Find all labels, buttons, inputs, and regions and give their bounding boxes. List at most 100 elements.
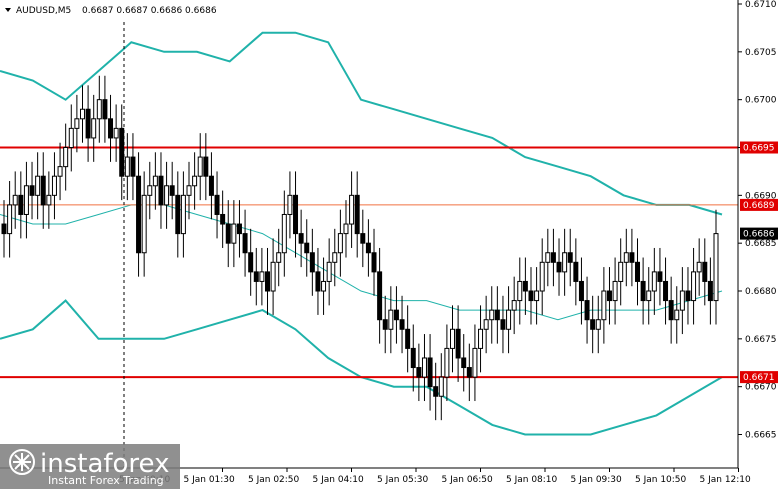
- candle-body: [517, 280, 523, 302]
- candle: [130, 133, 136, 201]
- brand-name: instaforex: [40, 449, 169, 479]
- candle: [612, 257, 618, 325]
- candle: [388, 286, 394, 354]
- candle-body: [578, 280, 584, 302]
- candle-body: [298, 233, 304, 244]
- candle-body: [371, 252, 377, 273]
- candle-body: [29, 185, 35, 196]
- candle: [707, 257, 713, 325]
- candle-body: [130, 156, 136, 177]
- candle: [349, 171, 355, 248]
- candle: [606, 267, 612, 325]
- candle-body: [606, 290, 612, 302]
- candle-body: [685, 290, 691, 302]
- candle-body: [663, 280, 669, 302]
- candle-body: [113, 127, 119, 139]
- candle: [298, 209, 304, 268]
- candle-body: [478, 328, 484, 349]
- candle: [713, 209, 719, 325]
- candle: [691, 247, 697, 325]
- current-price-tag: [740, 227, 778, 240]
- x-tick-label: 5 Jan 05:30: [377, 475, 429, 485]
- candle-body: [270, 261, 276, 292]
- candle-body: [590, 319, 596, 330]
- candle-body: [360, 233, 366, 244]
- candle: [382, 295, 388, 354]
- candle: [528, 267, 534, 325]
- candle-body: [618, 261, 624, 282]
- candle-body: [365, 242, 371, 254]
- candle: [337, 209, 343, 277]
- y-tick-label: 0.6670: [745, 383, 777, 393]
- candle-body: [12, 194, 18, 206]
- candle-body: [180, 194, 186, 235]
- candle: [309, 228, 315, 296]
- candle-body: [220, 213, 226, 225]
- candle-body: [534, 290, 540, 302]
- candle: [332, 228, 338, 287]
- candle-body: [74, 118, 80, 129]
- candle-body: [225, 223, 231, 244]
- candle-body: [349, 194, 355, 225]
- candle-body: [472, 347, 478, 378]
- candle: [141, 171, 147, 277]
- candle-body: [343, 223, 349, 235]
- y-tick-label: 0.6690: [745, 191, 777, 201]
- candle-body: [635, 261, 641, 282]
- candle-body: [528, 290, 534, 302]
- candle-body: [79, 108, 85, 120]
- candle: [270, 238, 276, 315]
- candle-body: [287, 194, 293, 215]
- candle: [433, 362, 439, 421]
- candle: [629, 228, 635, 287]
- candle-body: [304, 242, 310, 254]
- y-tick-label: 0.6705: [745, 48, 777, 58]
- candle: [208, 152, 214, 220]
- candle-body: [236, 223, 242, 235]
- candle: [63, 123, 69, 191]
- candle-body: [651, 271, 657, 292]
- candle: [668, 276, 674, 344]
- candle-body: [46, 194, 52, 206]
- candle: [40, 152, 46, 229]
- candle: [18, 171, 24, 239]
- candle-body: [506, 309, 512, 330]
- candle: [169, 161, 175, 220]
- candle-body: [96, 99, 102, 120]
- candle-body: [264, 271, 270, 292]
- candle: [264, 247, 270, 315]
- candle-body: [668, 300, 674, 321]
- candle: [113, 104, 119, 162]
- instaforex-logo-icon: [9, 449, 35, 475]
- symbol-label: AUDUSD,M5: [16, 6, 71, 16]
- candle-body: [393, 309, 399, 321]
- candle: [663, 257, 669, 325]
- candle: [517, 257, 523, 325]
- candle: [444, 324, 450, 402]
- candle: [91, 94, 97, 162]
- x-tick-label: 5 Jan 04:10: [313, 475, 365, 485]
- candle: [685, 267, 691, 325]
- candle-body: [309, 252, 315, 273]
- candle-body: [136, 175, 142, 254]
- candle: [108, 94, 114, 162]
- candle-body: [416, 367, 422, 378]
- candle-body: [657, 271, 663, 282]
- candle: [623, 228, 629, 287]
- candle-body: [500, 319, 506, 330]
- candle-body: [646, 290, 652, 302]
- candle-body: [164, 185, 170, 206]
- candle: [231, 200, 237, 268]
- candle-body: [595, 319, 601, 330]
- candle: [494, 286, 500, 344]
- collapse-triangle-icon[interactable]: [5, 8, 11, 12]
- candle-body: [674, 309, 680, 321]
- candle: [483, 295, 489, 354]
- candle-body: [57, 166, 63, 177]
- candle: [478, 305, 484, 373]
- candle: [259, 247, 265, 306]
- candle-body: [522, 280, 528, 292]
- candle-body: [253, 271, 259, 282]
- candle: [197, 133, 203, 201]
- candle-body: [68, 127, 74, 149]
